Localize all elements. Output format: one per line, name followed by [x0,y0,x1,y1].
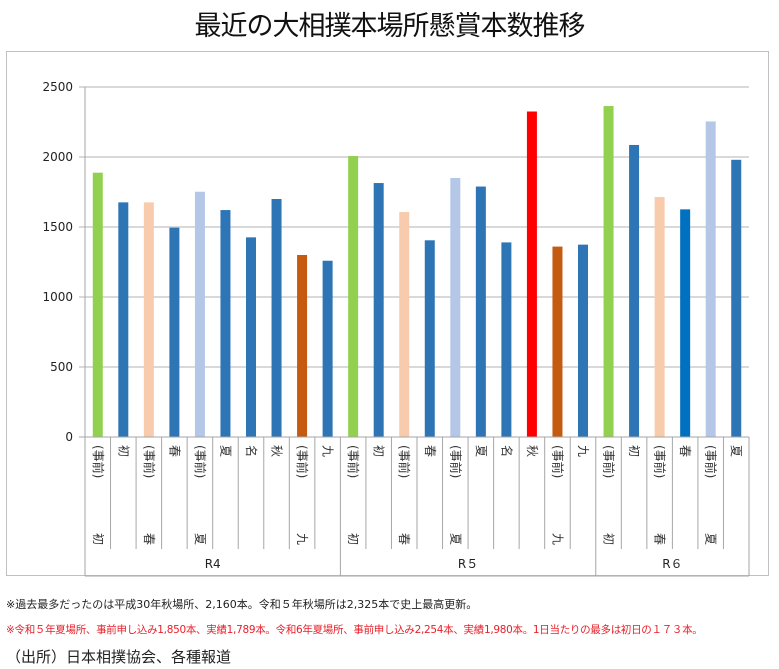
category-sub-label: (事前) [653,445,668,478]
bar [501,242,512,437]
bar [731,159,742,438]
bar [322,260,333,437]
category-label: 九 [550,533,564,545]
bar [680,209,691,437]
bar [603,106,614,437]
category-label: 初 [372,445,386,457]
y-tick-label: 2500 [42,80,73,94]
bar [194,191,205,437]
category-sub-label: (事前) [602,445,617,478]
category-label: 夏 [448,533,462,545]
bar [450,178,461,437]
bar [424,240,435,437]
category-sub-label: (事前) [448,445,463,478]
gridlines [79,86,749,438]
bar [705,121,716,437]
category-label: 九 [321,445,335,457]
bar-chart: 05001000150020002500 (事前)初初 (事前)春春 (事前)夏夏名… [42,80,750,577]
y-axis-ticks: 0 500 1000 1500 2000 2500 [42,80,73,444]
category-sub-label: (事前) [346,445,361,478]
bar [526,111,537,437]
bar [475,186,486,437]
bar [118,202,129,437]
category-label: 夏 [474,445,488,457]
group-label: R５ [458,557,478,571]
bar [629,144,640,437]
category-label: 秋 [270,445,284,457]
category-sub-label: (事前) [550,445,565,478]
bar [143,202,154,437]
y-tick-label: 1000 [42,290,73,304]
category-label: 秋 [525,445,539,457]
category-label: 春 [397,533,411,545]
category-label: 春 [653,533,667,545]
y-tick-label: 0 [65,430,73,444]
bar [297,255,308,437]
category-label: 春 [142,533,156,545]
category-label: 九 [295,533,309,545]
bar [348,156,359,437]
bar [373,183,384,437]
category-label: 九 [576,445,590,457]
category-label: 初 [602,533,616,545]
group-label: R６ [662,557,682,571]
bar [220,210,231,437]
category-sub-label: (事前) [91,445,106,478]
category-label: 夏 [729,445,743,457]
bar [169,227,180,437]
category-sub-label: (事前) [193,445,208,478]
bars [92,106,742,438]
category-label: 春 [678,445,692,457]
bar [92,172,103,437]
category-label: 夏 [193,533,207,545]
category-label: 名 [244,445,259,457]
bar [578,244,588,437]
note-summer: ※令和５年夏場所、事前申し込み1,850本、実績1,789本。令和6年夏場所、事… [6,624,703,636]
category-label: 初 [627,445,641,457]
category-label: 夏 [218,445,232,457]
category-sub-label: (事前) [142,445,157,478]
category-label: 春 [167,445,181,457]
bar [654,197,665,437]
category-label: 春 [423,445,437,457]
note-record: ※過去最多だったのは平成30年秋場所、2,160本。令和５年秋場所は2,325本… [6,598,478,611]
category-sub-label: (事前) [704,445,719,478]
category-label: 名 [499,445,514,457]
group-label: R4 [205,557,221,571]
bar [246,237,256,437]
y-tick-label: 500 [50,360,73,374]
category-label: 夏 [704,533,718,545]
chart-title: 最近の大相撲本場所懸賞本数推移 [194,11,586,42]
bar [271,199,282,437]
category-sub-label: (事前) [397,445,412,478]
y-tick-label: 2000 [42,150,73,164]
category-label: 初 [346,533,360,545]
category-sub-label: (事前) [295,445,310,478]
bar [399,212,410,437]
x-axis: (事前)初初 (事前)春春 (事前)夏夏名秋 (事前)九九 (事前)初初 (事前)春春 (事… [79,436,750,577]
category-label: 初 [91,533,105,545]
bar [552,246,563,437]
category-label: 初 [116,445,130,457]
source-note: （出所）日本相撲協会、各種報道 [6,648,232,666]
y-tick-label: 1500 [42,220,73,234]
